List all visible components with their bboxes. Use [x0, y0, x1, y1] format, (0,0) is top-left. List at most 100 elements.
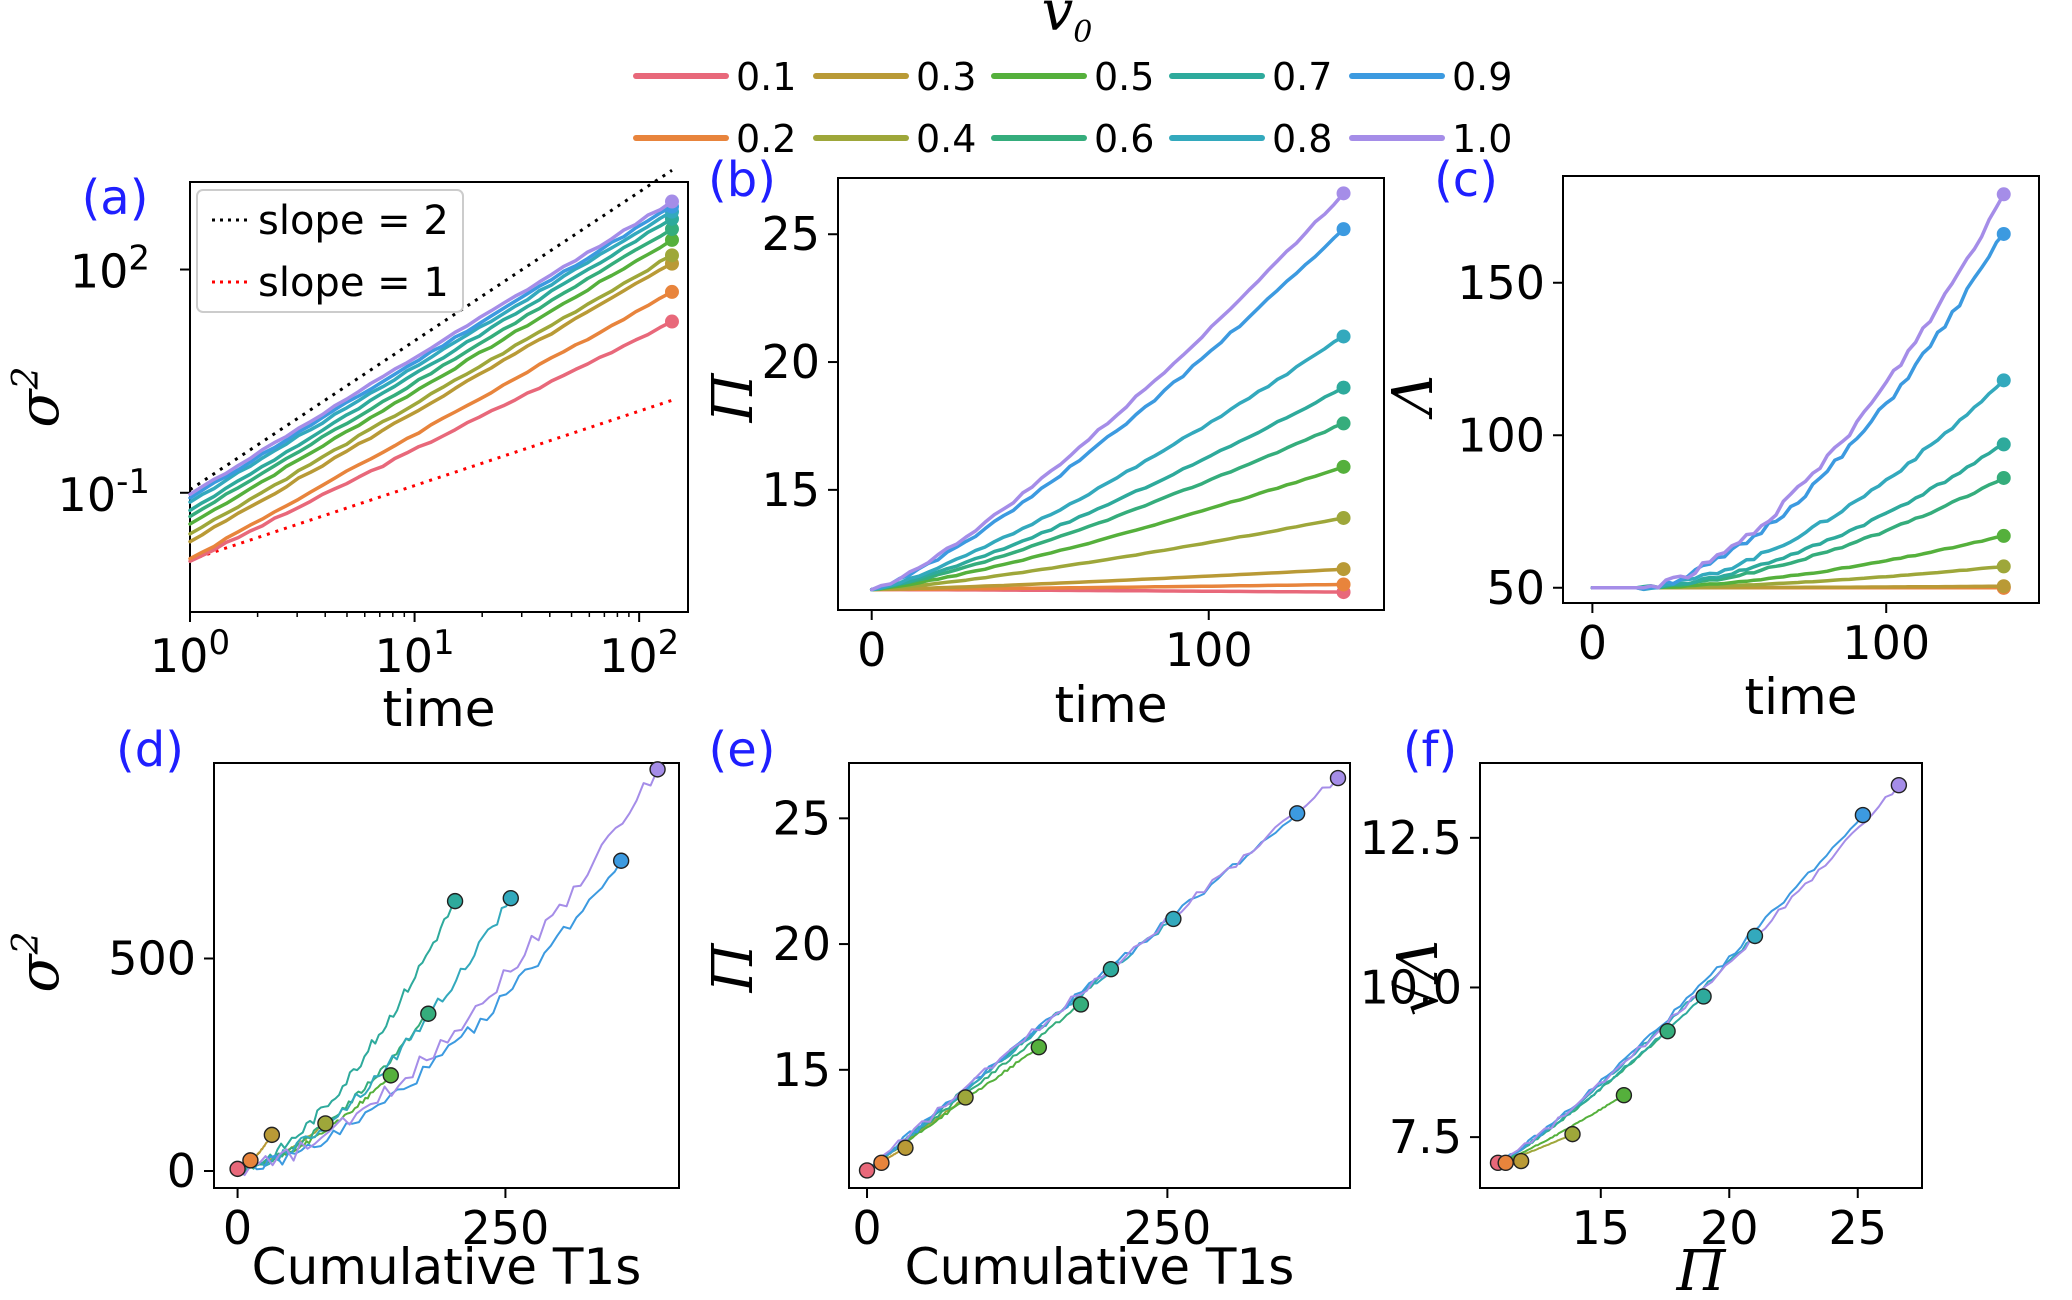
y-tick-label: 500 — [108, 932, 196, 986]
y-tick-label: 100 — [1457, 408, 1545, 462]
y-tick-label: 0 — [167, 1144, 196, 1198]
y-axis-label: Λ — [1381, 375, 1446, 420]
x-tick-label: 102 — [599, 623, 679, 683]
x-tick-label: 250 — [1123, 1201, 1211, 1255]
x-tick-label: 100 — [1842, 616, 1930, 670]
series-end-marker — [1102, 961, 1120, 978]
x-axis-label: time — [1745, 668, 1858, 726]
x-tick-label: 20 — [1700, 1201, 1759, 1255]
legend-label: 1.0 — [1452, 117, 1512, 161]
y-axis-label: σ2 — [6, 366, 72, 427]
inset-legend-label: slope = 2 — [258, 198, 449, 244]
reference-line — [189, 398, 673, 562]
series-end-marker — [1512, 1152, 1530, 1170]
series-line — [869, 567, 1346, 592]
panel-b-pi-vs-time: (b) 0 100 15 20 25 time Π — [701, 152, 1385, 734]
series-end-marker — [1996, 528, 2011, 543]
series-end-marker — [664, 248, 679, 263]
legend-label: 0.4 — [916, 117, 976, 161]
series-line — [869, 516, 1346, 592]
series-end-marker — [242, 1152, 259, 1169]
y-tick-label: 10-1 — [58, 462, 150, 522]
series-end-marker — [1659, 1022, 1676, 1040]
x-axis-label: Cumulative T1s — [252, 1238, 642, 1296]
plot-frame — [189, 181, 689, 613]
y-tick-label: 20 — [772, 917, 831, 971]
series-end-marker — [897, 1139, 914, 1156]
x-axis-label: Π — [1676, 1239, 1727, 1300]
series-end-marker — [229, 1160, 246, 1178]
series-end-marker — [1746, 927, 1764, 945]
legend-label: 0.8 — [1272, 117, 1332, 161]
series-end-marker — [1564, 1125, 1581, 1143]
trajectory-line — [866, 777, 1339, 1172]
series-end-marker — [664, 232, 679, 247]
series-line — [188, 319, 674, 564]
y-tick-label: 150 — [1457, 256, 1545, 310]
series-line — [869, 227, 1346, 592]
x-tick-label: 101 — [374, 623, 454, 683]
series-end-marker — [1996, 559, 2011, 574]
series-end-marker — [1695, 988, 1712, 1005]
series-line — [188, 261, 674, 544]
series-end-marker — [1336, 329, 1351, 344]
y-tick-label: 15 — [772, 1043, 831, 1097]
x-axis-label: time — [383, 680, 496, 738]
y-tick-label: 12.5 — [1360, 811, 1462, 865]
series-end-marker — [263, 1126, 281, 1144]
y-axis-label: Π — [701, 372, 766, 423]
series-line — [188, 204, 674, 500]
panel-d-sigma2-vs-t1s: (d) 0 250 0 500 Cumulative T1s σ2 — [6, 722, 680, 1296]
series-line — [1590, 442, 2006, 590]
series-end-marker — [1336, 416, 1351, 431]
panel-letter: (c) — [1434, 152, 1498, 208]
trajectory-line — [236, 859, 623, 1171]
series-end-marker — [1615, 1087, 1633, 1104]
series-end-marker — [1165, 910, 1182, 928]
series-end-marker — [1336, 510, 1351, 525]
plot-frame — [1479, 762, 1923, 1189]
series-end-marker — [664, 314, 679, 329]
x-tick-label: 0 — [852, 1201, 881, 1255]
legend-label: 0.9 — [1452, 55, 1512, 99]
trajectory-line — [1497, 814, 1864, 1164]
series-end-marker — [664, 222, 679, 237]
y-tick-label: 50 — [1486, 561, 1545, 615]
legend-label: 0.5 — [1094, 55, 1154, 99]
trajectory-line — [236, 897, 512, 1175]
series-end-marker — [858, 1162, 876, 1179]
x-tick-label: 0 — [857, 623, 886, 677]
series-line — [188, 217, 674, 513]
series-line — [869, 191, 1346, 592]
series-end-marker — [1336, 222, 1351, 237]
series-line — [188, 290, 674, 561]
series-end-marker — [1336, 459, 1351, 474]
series-end-marker — [502, 889, 519, 907]
series-end-marker — [957, 1089, 974, 1106]
y-axis-label: σ2 — [6, 931, 72, 992]
y-axis-label: Π — [701, 942, 766, 993]
inset-legend-box — [196, 189, 464, 313]
color-legend: v0 0.1 0.2 0.3 0.4 0.5 0.6 0.7 0.8 0.9 1.0 — [633, 0, 1512, 161]
panel-letter: (d) — [116, 722, 184, 778]
panel-f-sqrt-lambda-vs-pi: (f) 15 20 25 7.5 10.0 12.5 Π √Λ — [1360, 722, 1923, 1300]
y-tick-label: 25 — [761, 207, 820, 261]
series-end-marker — [1996, 437, 2011, 452]
series-line — [188, 227, 674, 519]
y-axis-label: √Λ — [1386, 940, 1451, 1016]
series-line — [188, 209, 674, 504]
x-axis-label: time — [1055, 676, 1168, 734]
trajectory-line — [1497, 935, 1756, 1164]
panel-letter: (e) — [709, 722, 776, 778]
y-tick-label: 102 — [70, 239, 150, 299]
series-end-marker — [1072, 996, 1090, 1013]
panel-e-pi-vs-t1s: (e) 0 250 15 20 25 Cumulative T1s Π — [701, 722, 1351, 1296]
series-end-marker — [382, 1067, 399, 1084]
x-tick-label: 100 — [1165, 623, 1253, 677]
reference-line — [189, 169, 673, 491]
y-tick-label: 15 — [761, 463, 820, 517]
series-end-marker — [420, 1005, 437, 1022]
legend-title: v0 — [1042, 0, 1093, 50]
